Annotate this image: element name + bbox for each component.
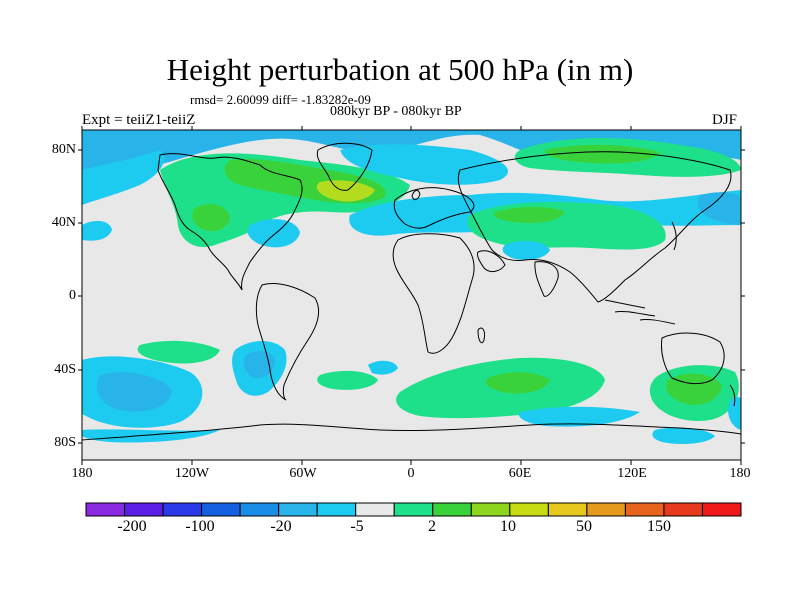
colorbar-swatch xyxy=(547,502,588,517)
colorbar-swatch xyxy=(162,502,203,517)
contour-region xyxy=(652,427,715,444)
lon-tick-label: 180 xyxy=(729,466,751,481)
colorbar-label: 150 xyxy=(647,518,671,535)
coastline-asia xyxy=(457,151,732,303)
lon-tick-label: 60W xyxy=(289,466,317,481)
colorbar-swatch xyxy=(278,502,318,517)
coastline-africa xyxy=(392,233,475,354)
coastline-europe xyxy=(393,187,475,229)
coastlines xyxy=(82,142,741,441)
colorbar xyxy=(85,502,742,517)
contour-region xyxy=(728,397,741,430)
coastline-antarctica xyxy=(82,423,741,441)
coastline-india xyxy=(534,261,559,297)
contour-region xyxy=(82,220,112,241)
lat-tick-label: 80N xyxy=(51,142,76,157)
season-label: DJF xyxy=(712,112,738,128)
colorbar-label: -200 xyxy=(117,518,147,535)
coastline-australia xyxy=(661,332,725,385)
contour-region xyxy=(518,406,640,427)
lon-tick-label: 60E xyxy=(508,466,532,481)
contour-region xyxy=(137,340,220,364)
contour-region xyxy=(485,372,550,394)
coastline-japan xyxy=(671,221,677,251)
colorbar-label: -5 xyxy=(350,518,364,535)
colorbar-swatch xyxy=(701,502,742,517)
contour-region xyxy=(502,240,550,260)
colorbar-label: 2 xyxy=(428,518,436,535)
lat-tick-label: 40N xyxy=(51,215,76,230)
colorbar-swatch xyxy=(624,502,665,517)
lon-tick-label: 120W xyxy=(174,466,210,481)
contour-region xyxy=(317,370,378,390)
contour-region xyxy=(82,150,164,205)
colorbar-label: -20 xyxy=(270,518,292,535)
coastline-madagascar xyxy=(477,327,485,344)
colorbar-swatch xyxy=(432,502,472,517)
contour-region xyxy=(192,204,230,232)
contour-region xyxy=(82,429,220,443)
map-title: Height perturbation at 500 hPa (in m) xyxy=(166,52,634,87)
lat-ticks xyxy=(78,149,745,444)
lat-tick-label: 0 xyxy=(69,288,76,303)
colorbar-label: 50 xyxy=(576,518,592,535)
colorbar-swatch xyxy=(124,502,164,517)
stats-label: rmsd= 2.60099 diff= -1.83282e-09 xyxy=(190,92,371,107)
contour-region xyxy=(368,360,398,375)
colorbar-label: -100 xyxy=(185,518,215,535)
contour-fills xyxy=(82,130,741,444)
contour-region xyxy=(697,192,741,225)
period-label: 080kyr BP - 080kyr BP xyxy=(330,104,462,119)
colorbar-swatch xyxy=(85,502,126,517)
contour-region xyxy=(247,219,300,248)
coastline-greenland xyxy=(316,142,373,191)
colorbar-label: 10 xyxy=(500,518,516,535)
colorbar-swatch xyxy=(201,502,241,517)
lon-tick-label: 0 xyxy=(407,466,415,481)
colorbar-swatch xyxy=(239,502,280,517)
contour-region xyxy=(96,372,172,412)
coastline-indonesia xyxy=(604,299,676,325)
contour-region xyxy=(493,206,565,224)
lon-tick-label: 120E xyxy=(617,466,647,481)
coastline-britain xyxy=(411,189,421,201)
coastline-south-america xyxy=(255,283,319,401)
lon-ticks xyxy=(81,126,742,465)
colorbar-swatch xyxy=(355,502,395,517)
colorbar-swatch xyxy=(586,502,626,517)
lat-tick-label: 80S xyxy=(54,435,76,450)
colorbar-swatch xyxy=(393,502,434,517)
colorbar-swatch xyxy=(470,502,511,517)
colorbar-swatch xyxy=(509,502,549,517)
colorbar-swatch xyxy=(663,502,703,517)
contour-region xyxy=(316,180,375,202)
contour-region xyxy=(545,144,660,164)
coastline-north-america xyxy=(157,153,303,291)
coastline-arabia xyxy=(477,250,506,273)
lat-tick-label: 40S xyxy=(54,362,76,377)
experiment-label: Expt = teiiZ1-teiiZ xyxy=(82,112,196,128)
lon-tick-label: 180 xyxy=(71,466,93,481)
colorbar-swatch xyxy=(316,502,357,517)
coastline-new-zealand xyxy=(729,384,736,407)
contour-region xyxy=(340,144,509,185)
